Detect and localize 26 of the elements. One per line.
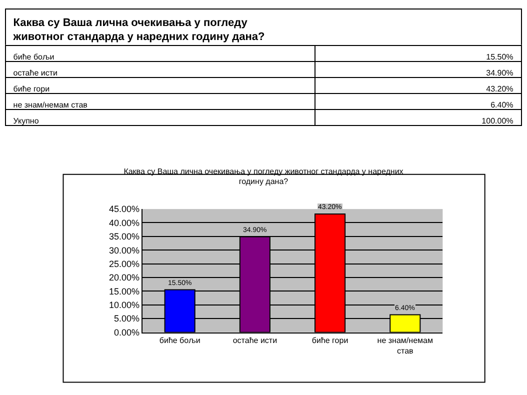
category-label: остаће исти xyxy=(13,68,58,78)
x-tick-label: биће гори xyxy=(312,336,348,345)
x-tick-label: не знам/немам став xyxy=(377,336,433,356)
text: 34.90% xyxy=(486,68,514,78)
y-tick-label: 20.00% xyxy=(108,272,140,283)
x-tick-label: биће бољи xyxy=(159,336,200,345)
text: Укупно xyxy=(13,116,40,126)
y-tick-label: 15.00% xyxy=(108,286,140,296)
category-label: биће гори xyxy=(13,84,50,94)
y-tick-label: 10.00% xyxy=(108,300,140,310)
category-label: биће бољи xyxy=(13,52,54,62)
text: 6.40% xyxy=(490,100,514,110)
text: 100.00% xyxy=(482,116,514,126)
text: 15.50% xyxy=(486,52,514,62)
chart-title: Каква су Ваша лична очекивања у погледу животног стандарда у наредних годину дана? xyxy=(13,16,265,44)
x-tick-label: остаће исти xyxy=(232,336,278,345)
text: 43.20% xyxy=(486,84,514,94)
chart-title: Каква су Ваша лична очекивања у погледу животног стандарда у наредних годину дана? xyxy=(124,166,404,186)
category-label: не знам/немам став xyxy=(13,100,88,110)
y-tick-label: 35.00% xyxy=(108,232,140,242)
y-tick-label: 40.00% xyxy=(108,218,140,228)
y-tick-label: 5.00% xyxy=(114,314,140,324)
y-tick-label: 30.00% xyxy=(108,245,140,256)
y-tick-label: 0.00% xyxy=(114,327,140,338)
y-tick-label: 45.00% xyxy=(108,204,140,214)
y-tick-label: 25.00% xyxy=(108,258,140,269)
